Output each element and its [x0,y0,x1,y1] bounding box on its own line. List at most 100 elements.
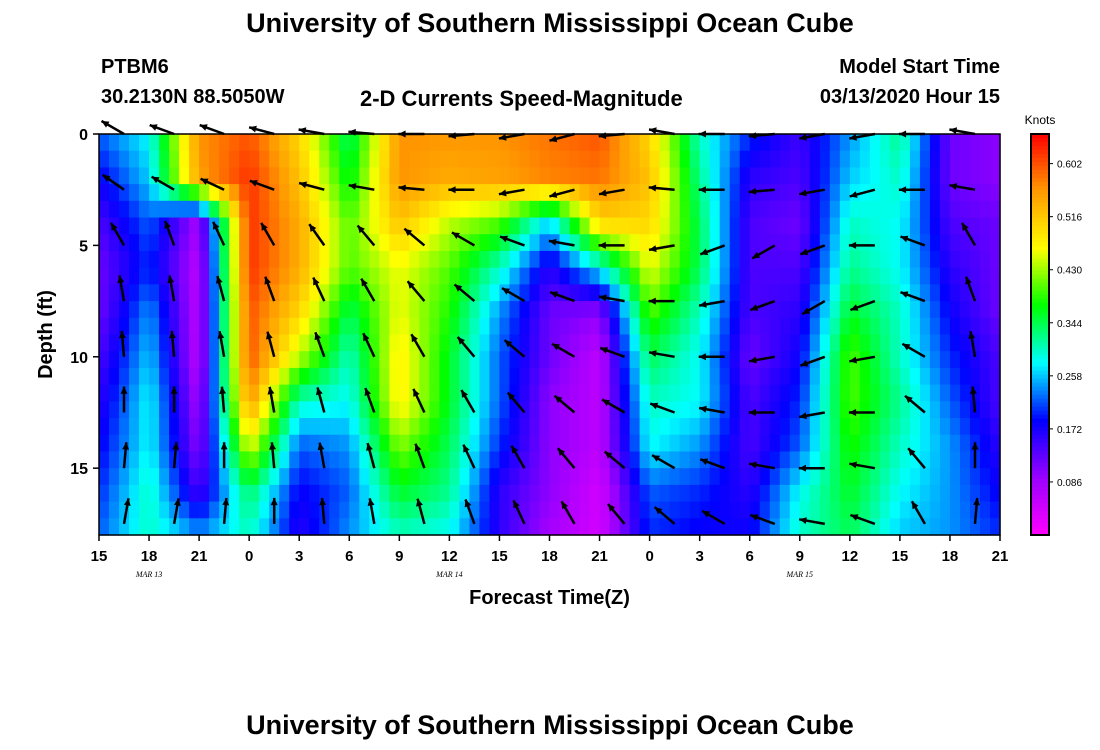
heatmap-cell [229,184,240,202]
heatmap-cell [269,317,280,336]
current-arrow [698,353,725,361]
heatmap-cell [969,468,981,486]
heatmap-cell [319,451,330,469]
heatmap-cell [539,234,551,252]
heatmap-cell [769,434,781,453]
heatmap-cell [279,484,290,503]
heatmap-cell [439,367,450,386]
heatmap-cell [659,367,671,386]
colorbar-segment [1031,226,1049,231]
heatmap-cell [569,184,581,202]
heatmap-cell [469,317,481,336]
heatmap-cell [329,367,340,386]
heatmap-cell [579,250,591,269]
heatmap-cell [809,401,821,419]
heatmap-cell [99,234,110,252]
heatmap-cell [729,250,741,269]
heatmap-cell [799,267,811,285]
heatmap-cell [829,301,841,319]
heatmap-cell [639,351,651,369]
heatmap-cell [929,451,941,469]
heatmap-cell [939,501,951,519]
heatmap-cell [639,234,651,252]
heatmap-cell [879,167,891,185]
heatmap-cell [269,351,280,369]
heatmap-cell [459,351,471,369]
heatmap-cell [299,234,310,252]
current-arrow [122,442,130,469]
heatmap-cell [299,217,310,235]
heatmap-cell [519,418,531,436]
heatmap-cell [639,200,651,219]
heatmap-cell [119,501,130,519]
heatmap-cell [979,418,991,436]
x-tick-label: 21 [992,548,1009,565]
heatmap-cell [139,401,150,419]
heatmap-cell [119,434,130,453]
heatmap-cell [369,317,380,336]
heatmap-cell [209,234,220,252]
heatmap-cell [189,351,200,369]
heatmap-cell [439,434,450,453]
heatmap-cell [289,284,300,302]
heatmap-cell [779,334,791,352]
heatmap-cell [389,267,400,285]
heatmap-cell [379,484,390,503]
heatmap-cell [729,200,741,219]
heatmap-cell [529,434,541,453]
heatmap-cell [269,334,280,352]
heatmap-cell [169,284,180,302]
heatmap-cell [329,384,340,402]
heatmap-cell [419,317,430,336]
heatmap-cell [759,184,771,202]
heatmap-cell [919,334,931,352]
x-tick-label: 0 [645,548,653,565]
heatmap-cell [169,217,180,235]
heatmap-cell [109,317,120,336]
heatmap-cell [279,250,290,269]
heatmap-cell [729,334,741,352]
colorbar-segment [1031,454,1049,460]
heatmap-cell [669,451,681,469]
heatmap-cell [869,468,881,486]
heatmap-cell [979,434,991,453]
heatmap-cell [209,134,220,152]
heatmap-cell [259,184,270,202]
heatmap-cell [979,468,991,486]
heatmap-cell [789,418,801,436]
heatmap-cell [139,518,150,536]
heatmap-cell [129,334,140,352]
heatmap-cell [769,501,781,519]
heatmap-cell [109,501,120,519]
heatmap-cell [539,501,551,519]
heatmap-cell [579,351,591,369]
heatmap-cell [499,200,511,219]
heatmap-cell [359,518,370,536]
heatmap-cell [799,367,811,386]
heatmap-cell [629,184,641,202]
heatmap-cell [249,401,260,419]
heatmap-cell [619,217,631,235]
heatmap-cell [109,468,120,486]
heatmap-cell [959,367,971,386]
heatmap-cell [969,518,981,536]
current-arrow [849,355,876,364]
heatmap-cell [379,301,390,319]
heatmap-cell [669,134,681,152]
heatmap-cell [919,234,931,252]
heatmap-cell [479,418,491,436]
heatmap-cell [749,518,761,536]
heatmap-cell [839,250,851,269]
heatmap-cell [449,468,460,486]
heatmap-cell [299,434,310,453]
heatmap-cell [719,451,731,469]
heatmap-cell [829,484,841,503]
heatmap-cell [229,367,240,386]
colorbar-segment [1031,330,1049,336]
current-arrow [606,503,626,525]
heatmap-cell [409,184,420,202]
heatmap-cell [579,284,591,302]
heatmap-cell [529,418,541,436]
heatmap-cell [779,134,791,152]
heatmap-cell [759,501,771,519]
